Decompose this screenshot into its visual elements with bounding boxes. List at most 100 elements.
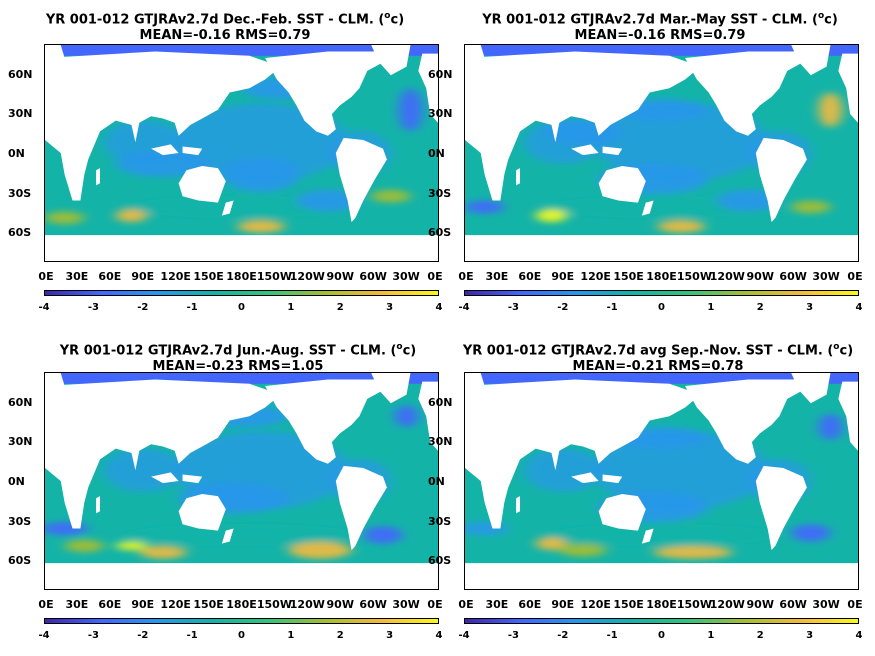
- lon-tick-label: 90W: [326, 598, 354, 611]
- colorbar-tick-label: 4: [855, 630, 863, 641]
- anomaly-blob: [123, 524, 360, 546]
- anomaly-blob: [371, 189, 411, 203]
- lon-tick-label: 90E: [131, 598, 155, 611]
- lon-tick-label: 90W: [746, 270, 774, 283]
- land-mass: [756, 466, 807, 550]
- land-mass: [850, 397, 858, 410]
- colorbar: [464, 290, 859, 296]
- colorbar-tick-label: 2: [336, 630, 344, 641]
- lon-tick-label: 180E: [646, 598, 677, 611]
- colorbar-tick-label: 4: [855, 302, 863, 313]
- anomaly-blob: [535, 537, 568, 551]
- lon-tick-label: 0E: [427, 270, 443, 283]
- lat-tick-label: 30S: [428, 187, 452, 201]
- sst-anomaly-map: [464, 372, 859, 590]
- land-mass: [642, 529, 654, 544]
- anomaly-blob: [115, 541, 148, 551]
- lon-tick-label: 150E: [613, 598, 644, 611]
- anomaly-blob: [103, 448, 183, 492]
- colorbar-tick-label: 0: [658, 630, 665, 641]
- title-unit: c): [839, 343, 854, 359]
- land-mass: [45, 51, 281, 200]
- anomaly-band: [45, 45, 438, 56]
- colorbar-tick-label: -4: [458, 302, 470, 313]
- lon-tick-label: 90W: [746, 598, 774, 611]
- lon-tick-label: 90E: [551, 598, 575, 611]
- colorbar-tick-label: 0: [238, 302, 245, 313]
- colorbar: [44, 618, 439, 624]
- land-mass: [222, 529, 234, 544]
- lat-tick-label: 60N: [428, 67, 453, 81]
- land-mass: [45, 45, 65, 58]
- colorbar-tick-label: -2: [557, 302, 569, 313]
- panel-title-line: YR 001-012 GTJRAv2.7d Jun.-Aug. SST - CL…: [18, 339, 458, 359]
- anomaly-blob: [594, 431, 768, 510]
- lon-tick-label: 30W: [812, 270, 840, 283]
- lat-tick-label: 60N: [428, 395, 453, 409]
- land-mass: [791, 373, 830, 403]
- lon-tick-label: 180E: [646, 270, 677, 283]
- colorbar-tick-label: 0: [658, 302, 665, 313]
- colorbar-tick-label: 3: [386, 302, 394, 313]
- lon-tick-label: 150W: [676, 270, 712, 283]
- land-mass: [642, 201, 654, 216]
- lon-tick-label: 120E: [580, 598, 611, 611]
- land-mass: [194, 84, 206, 103]
- land-mass: [151, 472, 179, 483]
- lon-tick-label: 150W: [256, 270, 292, 283]
- colorbar-tick-label: 1: [707, 630, 715, 641]
- lon-tick-label: 30E: [485, 598, 509, 611]
- land-mass: [516, 496, 520, 513]
- lon-tick-label: 30E: [65, 598, 89, 611]
- title-unit: c): [402, 343, 417, 359]
- lat-tick-label: 60S: [8, 225, 32, 239]
- lon-tick-label: 30E: [65, 270, 89, 283]
- title-degree: o: [396, 342, 403, 352]
- land-mass: [183, 475, 203, 484]
- colorbar-tick-label: -1: [606, 630, 618, 641]
- lon-tick-label: 0E: [458, 598, 474, 611]
- anomaly-blob: [45, 211, 85, 225]
- anomaly-band: [465, 45, 858, 56]
- lon-tick-label: 60W: [359, 270, 387, 283]
- colorbar: [44, 290, 439, 296]
- lon-tick-label: 30E: [485, 270, 509, 283]
- lon-tick-label: 60E: [98, 270, 122, 283]
- title-text: YR 001-012 GTJRAv2.7d Dec.-Feb. SST - CL…: [45, 12, 385, 28]
- lat-tick-label: 60N: [8, 395, 33, 409]
- anomaly-blob: [296, 189, 360, 212]
- lon-tick-label: 30W: [392, 598, 420, 611]
- lat-tick-label: 30S: [428, 515, 452, 529]
- land-mass: [599, 494, 646, 531]
- anomaly-blob: [791, 200, 831, 214]
- anomaly-blob: [237, 219, 285, 233]
- anomaly-blob: [139, 545, 187, 559]
- lon-tick-label: 0E: [847, 270, 863, 283]
- colorbar-tick-label: -4: [38, 630, 50, 641]
- colorbar-tick-label: 0: [238, 630, 245, 641]
- panel-title-line: YR 001-012 GTJRAv2.7d Dec.-Feb. SST - CL…: [5, 8, 445, 28]
- lat-tick-label: 60N: [8, 67, 33, 81]
- land-mass: [179, 166, 226, 203]
- lat-tick-label: 0N: [8, 475, 25, 489]
- colorbar: [464, 618, 859, 624]
- land-mass: [571, 144, 599, 155]
- lon-tick-label: 60W: [779, 598, 807, 611]
- lon-tick-label: 60E: [518, 598, 542, 611]
- lon-tick-label: 150W: [256, 598, 292, 611]
- anomaly-blob: [523, 448, 603, 492]
- land-mass: [336, 466, 387, 550]
- lat-tick-label: 30S: [8, 187, 32, 201]
- lat-tick-label: 60S: [8, 553, 32, 567]
- panel-stats: MEAN=-0.21 RMS=0.78: [572, 359, 744, 375]
- map-canvas: [45, 45, 438, 261]
- land-mass: [465, 51, 701, 200]
- lat-tick-label: 0N: [428, 147, 445, 161]
- anomaly-blob: [288, 541, 352, 559]
- lon-tick-label: 60W: [359, 598, 387, 611]
- land-mass: [791, 45, 830, 75]
- anomaly-blob: [594, 103, 768, 182]
- lat-tick-label: 30S: [8, 515, 32, 529]
- land-mass: [756, 138, 807, 222]
- lon-tick-label: 60E: [518, 270, 542, 283]
